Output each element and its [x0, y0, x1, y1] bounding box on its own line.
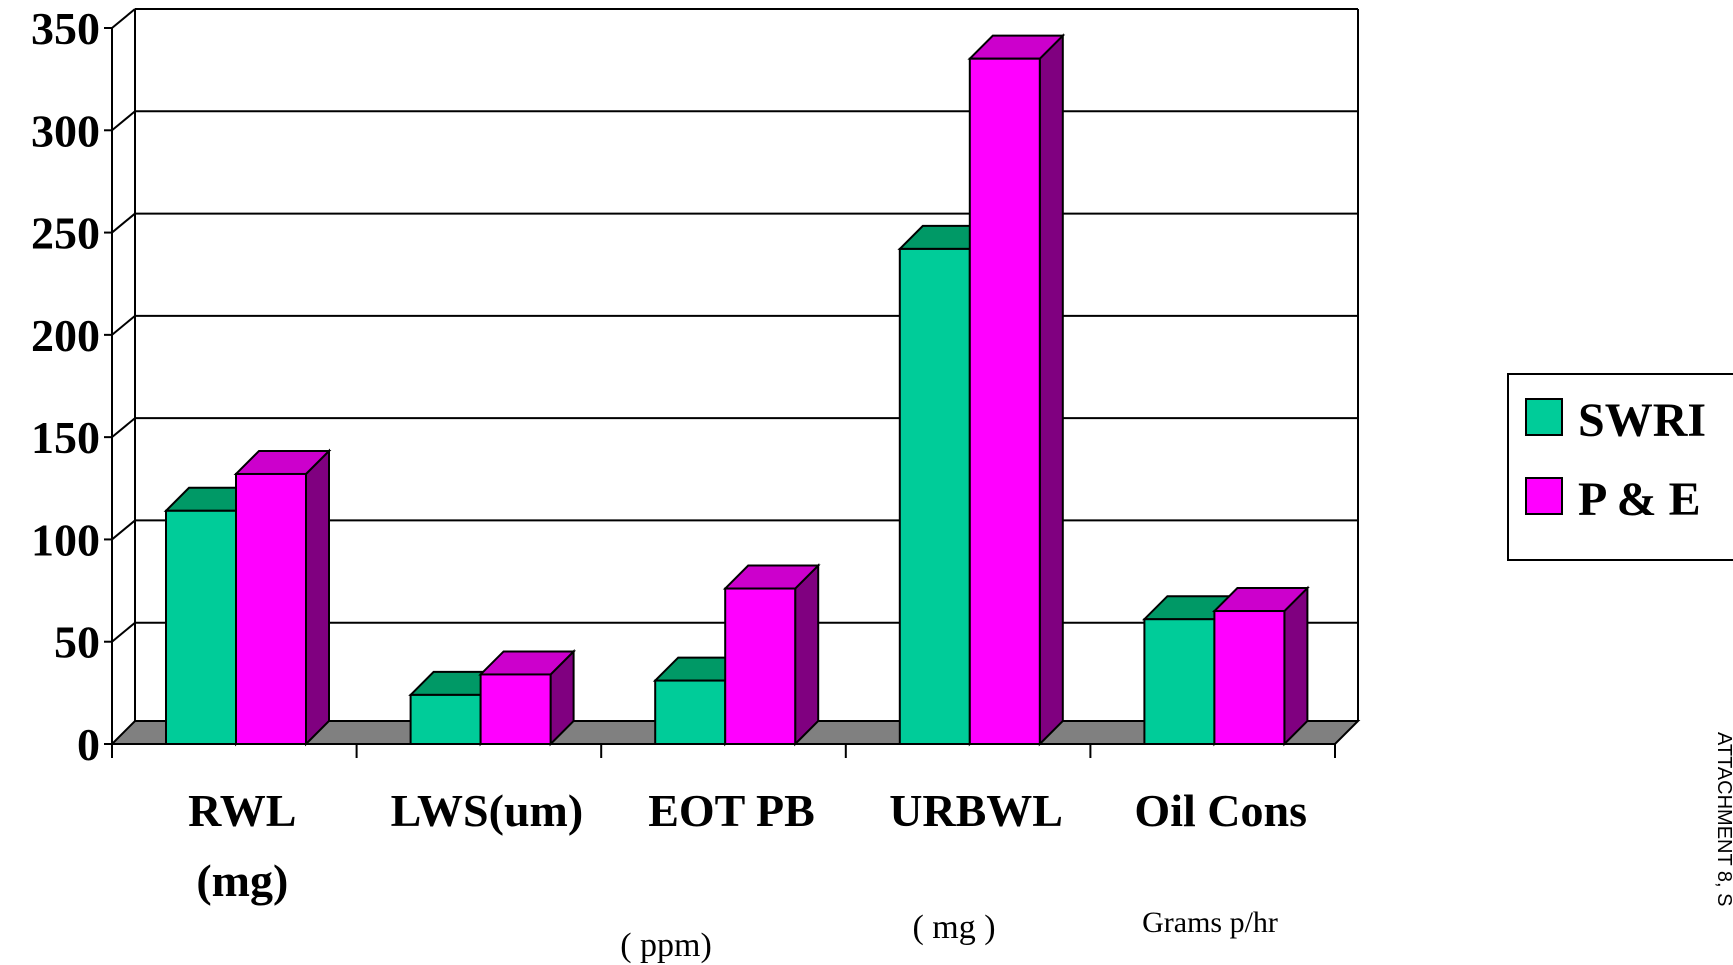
legend-swatch-swri	[1525, 398, 1563, 436]
bar-front	[1143, 618, 1216, 745]
bar-side	[1283, 585, 1309, 747]
grid-side-50	[111, 621, 136, 643]
grid-side-250	[111, 212, 136, 234]
category-unit-4: Grams p/hr	[1142, 906, 1278, 939]
y-tick-label-250: 250	[31, 208, 100, 259]
bar-side	[794, 563, 820, 747]
category-label-4: Oil Cons	[1134, 785, 1307, 836]
category-label-3: URBWL	[889, 785, 1063, 836]
grid-side-100	[111, 519, 136, 541]
y-tick-labels: 0 50 100 150 200 250 300 350	[31, 3, 100, 770]
category-unit-2: ( ppm)	[620, 927, 712, 964]
bar-front	[968, 57, 1041, 745]
bar-pe-1	[478, 649, 577, 747]
bar-front	[898, 247, 971, 746]
bar-pe-4	[1211, 585, 1310, 747]
y-tick-label-150: 150	[31, 412, 100, 463]
bar-front	[654, 679, 727, 746]
category-label-2: EOT PB	[648, 785, 815, 836]
y-tick-label-50: 50	[54, 617, 100, 668]
y-tick-label-100: 100	[31, 514, 100, 565]
grid-side-350	[111, 8, 136, 29]
y-tick-label-350: 350	[31, 3, 100, 54]
bar-front	[724, 587, 797, 745]
bar-front	[409, 693, 482, 745]
y-tick-label-0: 0	[77, 719, 100, 770]
category-labels: RWL (mg) LWS(um) EOT PB URBWL Oil Cons ( ppm) (…	[188, 785, 1307, 964]
bar-pe-2	[722, 563, 821, 747]
grid-side-150	[111, 417, 136, 438]
y-tick-label-300: 300	[31, 105, 100, 156]
category-label-1: LWS(um)	[391, 785, 584, 836]
side-annotation: ATTACHMENT 8, S	[1713, 732, 1733, 906]
bars	[163, 33, 1310, 747]
category-unit-3: ( mg )	[912, 909, 995, 946]
y-tick-label-200: 200	[31, 310, 100, 361]
category-label-line2-0: (mg)	[196, 855, 288, 906]
bar-pe-3	[967, 33, 1066, 747]
legend-label-pe: P & E	[1578, 473, 1701, 526]
grid-side-300	[111, 110, 136, 132]
bar-front	[235, 472, 307, 745]
category-label-0: RWL	[188, 785, 296, 836]
bar-side	[305, 448, 330, 747]
bar-side	[1038, 33, 1064, 747]
bar-front	[479, 673, 552, 746]
bar-pe-0	[233, 448, 332, 747]
legend-swatch-pe	[1525, 477, 1563, 515]
legend-label-swri: SWRI	[1578, 394, 1706, 447]
bar-front	[165, 509, 237, 745]
bar-front	[1213, 610, 1286, 745]
legend: SWRI P & E	[1507, 373, 1733, 561]
grid-side-200	[111, 315, 136, 336]
